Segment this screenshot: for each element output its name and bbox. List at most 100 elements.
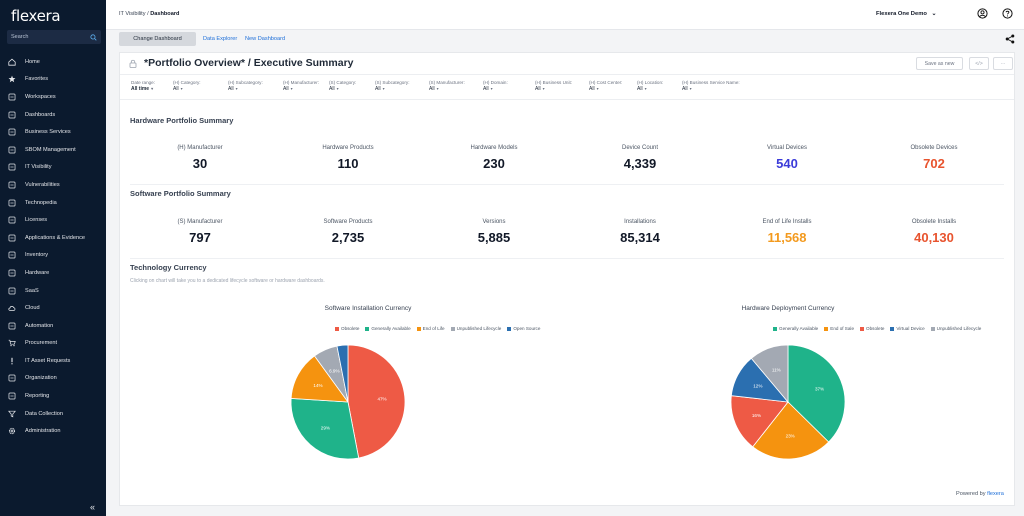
- pie-chart[interactable]: 37% 23% 16% 12% 11%: [729, 343, 847, 461]
- change-dashboard-button[interactable]: Change Dashboard: [119, 32, 196, 46]
- sidebar-item-saas[interactable]: SaaS: [0, 282, 106, 300]
- sidebar-item-organization[interactable]: Organization: [0, 370, 106, 388]
- metric-tile[interactable]: Installations 85,314: [580, 219, 700, 245]
- data-explorer-link[interactable]: Data Explorer: [203, 36, 238, 42]
- pie-slice[interactable]: [750, 344, 789, 404]
- filter-dropdown[interactable]: (S) Category: All ▾: [329, 80, 356, 92]
- breadcrumb-parent[interactable]: IT Visibility /: [119, 11, 151, 17]
- pie-slice[interactable]: [787, 344, 846, 443]
- filter-dropdown[interactable]: (H) Domain: All ▾: [483, 80, 508, 92]
- sidebar-item-automation[interactable]: Automation: [0, 317, 106, 335]
- metric-tile[interactable]: Device Count 4,339: [580, 145, 700, 171]
- search-icon[interactable]: [90, 33, 97, 41]
- pie-slice-label: 37%: [815, 386, 824, 391]
- save-as-new-button[interactable]: Save as new: [916, 57, 963, 70]
- metric-tile[interactable]: Obsolete Installs 40,130: [874, 219, 994, 245]
- sidebar-item-workspaces[interactable]: Workspaces: [0, 88, 106, 106]
- pie-slice[interactable]: [347, 344, 406, 459]
- metric-label: Obsolete Installs: [911, 219, 957, 225]
- filter-dropdown[interactable]: (H) Business Unit: All ▾: [535, 80, 572, 92]
- sidebar-item-favorites[interactable]: Favorites: [0, 71, 106, 89]
- sidebar-item-cloud[interactable]: Cloud: [0, 299, 106, 317]
- legend-label: Generally Available: [371, 326, 411, 331]
- sidebar-item-it-visibility[interactable]: IT Visibility: [0, 159, 106, 177]
- metric-tile[interactable]: (S) Manufacturer 797: [140, 219, 260, 245]
- metric-tile[interactable]: (H) Manufacturer 30: [140, 145, 260, 171]
- legend-item[interactable]: Obsolete: [335, 326, 359, 331]
- pie-slice[interactable]: [290, 397, 360, 460]
- metric-tile[interactable]: Hardware Models 230: [434, 145, 554, 171]
- filter-dropdown[interactable]: (S) Subcategory: All ▾: [375, 80, 409, 92]
- legend-item[interactable]: End of Life: [416, 326, 445, 331]
- filter-dropdown[interactable]: (H) Category: All ▾: [173, 80, 201, 92]
- legend-item[interactable]: Open Source: [507, 326, 540, 331]
- sidebar-item-procurement[interactable]: Procurement: [0, 335, 106, 353]
- cloud-icon: [8, 304, 16, 312]
- sidebar-item-reporting[interactable]: Reporting: [0, 387, 106, 405]
- collapse-sidebar-icon[interactable]: «: [90, 502, 96, 512]
- legend-item[interactable]: Unpublished Lifecycle: [930, 326, 982, 331]
- filter-dropdown[interactable]: (H) Manufacturer: All ▾: [283, 80, 319, 92]
- sidebar-item-data-collection[interactable]: Data Collection: [0, 405, 106, 423]
- pie-slice[interactable]: [752, 401, 830, 460]
- sidebar-item-applications-evidence[interactable]: Applications & Evidence: [0, 229, 106, 247]
- more-button[interactable]: ···: [993, 57, 1013, 70]
- legend-item[interactable]: Generally Available: [773, 326, 818, 331]
- sidebar-item-licenses[interactable]: Licenses: [0, 211, 106, 229]
- pie-slice[interactable]: [730, 395, 789, 448]
- filter-dropdown[interactable]: (H) Location: All ▾: [637, 80, 663, 92]
- legend-item[interactable]: Generally Available: [365, 326, 411, 331]
- metric-tile[interactable]: Hardware Products 110: [288, 145, 408, 171]
- metric-tile[interactable]: Virtual Devices 540: [727, 145, 847, 171]
- chevron-down-icon: ▾: [689, 86, 692, 91]
- pie-slice[interactable]: [336, 344, 349, 403]
- sidebar-item-vulnerabilities[interactable]: Vulnerabilities: [0, 176, 106, 194]
- sidebar-item-home[interactable]: Home: [0, 53, 106, 71]
- legend-label: Generally Available: [779, 326, 819, 331]
- new-dashboard-link[interactable]: New Dashboard: [245, 36, 286, 42]
- sidebar-item-business-services[interactable]: Business Services: [0, 123, 106, 141]
- filter-dropdown[interactable]: (S) Manufacturer: All ▾: [429, 80, 465, 92]
- help-icon[interactable]: [1002, 8, 1013, 19]
- filter-dropdown[interactable]: Date range: All time ▾: [131, 80, 155, 92]
- pie-slice-label: 12%: [753, 383, 762, 388]
- metric-tile[interactable]: Software Products 2,735: [288, 219, 408, 245]
- sidebar-item-dashboards[interactable]: Dashboards: [0, 106, 106, 124]
- lock-icon[interactable]: [129, 59, 137, 68]
- code-button[interactable]: </>: [969, 57, 989, 70]
- share-icon[interactable]: [1005, 34, 1015, 44]
- metric-tile[interactable]: Obsolete Devices 702: [874, 145, 994, 171]
- flexera-logo[interactable]: flexera: [11, 7, 61, 25]
- filter-label: (S) Manufacturer:: [429, 80, 465, 85]
- sidebar-item-label: Workspaces: [25, 93, 56, 100]
- sidebar-item-hardware[interactable]: Hardware: [0, 264, 106, 282]
- pie-slice-label: 14%: [313, 383, 322, 388]
- sidebar-search-input[interactable]: Search: [7, 30, 101, 44]
- sidebar-item-sbom-management[interactable]: SBOM Management: [0, 141, 106, 159]
- legend-label: End of Life: [422, 326, 445, 331]
- legend-item[interactable]: Virtual Device: [890, 326, 925, 331]
- metric-tile[interactable]: End of Life Installs 11,568: [727, 219, 847, 245]
- sidebar-item-technopedia[interactable]: Technopedia: [0, 194, 106, 212]
- account-menu[interactable]: Flexera One Demo ⌄: [876, 11, 936, 17]
- chevron-down-icon: ▾: [151, 86, 154, 91]
- legend-item[interactable]: End of Sale: [824, 326, 854, 331]
- sidebar-item-inventory[interactable]: Inventory: [0, 247, 106, 265]
- sidebar-item-it-asset-requests[interactable]: IT Asset Requests: [0, 352, 106, 370]
- metric-tile[interactable]: Versions 5,885: [434, 219, 554, 245]
- legend-item[interactable]: Obsolete: [860, 326, 884, 331]
- pie-slice-label: 29%: [321, 425, 330, 430]
- legend-label: Unpublished Lifecycle: [936, 326, 982, 331]
- filter-dropdown[interactable]: (H) Subcategory: All ▾: [228, 80, 263, 92]
- star-icon: [8, 75, 16, 83]
- page-title: *Portfolio Overview* / Executive Summary: [144, 57, 354, 69]
- legend-item[interactable]: Unpublished Lifecycle: [450, 326, 501, 331]
- filter-value: All ▾: [283, 86, 319, 92]
- filter-dropdown[interactable]: (H) Business Service Name: All ▾: [682, 80, 740, 92]
- pie-chart[interactable]: 47% 29% 14% 6.9%: [289, 343, 407, 461]
- user-icon[interactable]: [977, 8, 988, 19]
- filter-value-text: All: [589, 86, 595, 92]
- filter-dropdown[interactable]: (H) Cost Center: All ▾: [589, 80, 622, 92]
- org-icon: [8, 374, 16, 382]
- sidebar-item-administration[interactable]: Administration: [0, 422, 106, 440]
